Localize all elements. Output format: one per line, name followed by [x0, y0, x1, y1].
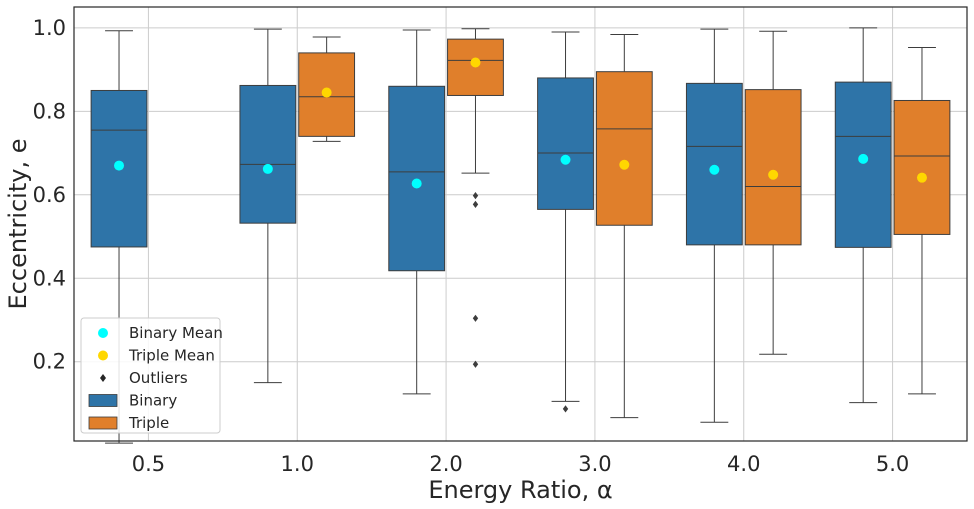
x-tick-label: 5.0 — [876, 452, 909, 476]
binary-mean-point — [709, 164, 720, 175]
x-axis-label: Energy Ratio, α — [428, 476, 612, 504]
legend-label: Triple Mean — [128, 347, 215, 365]
plot-area — [90, 27, 951, 444]
legend-label: Binary — [129, 392, 177, 410]
binary-mean-point — [262, 163, 273, 174]
outlier-point — [472, 314, 479, 322]
x-tick-label: 0.5 — [132, 452, 165, 476]
outlier-point — [472, 192, 479, 200]
triple-box — [744, 89, 802, 246]
binary-box — [834, 81, 892, 248]
triple-mean-point — [321, 87, 332, 98]
legend-label: Binary Mean — [129, 324, 223, 342]
legend-label: Triple — [128, 414, 169, 432]
binary-box — [388, 85, 446, 272]
legend-patch — [88, 416, 118, 430]
binary-mean-point — [114, 160, 125, 171]
outlier-point — [562, 405, 569, 413]
binary-mean-point — [411, 178, 422, 189]
triple-mean-point — [768, 169, 779, 180]
outlier-point — [472, 200, 479, 208]
legend-patch — [88, 394, 118, 407]
x-tick-label: 1.0 — [281, 452, 314, 476]
triple-mean-point — [916, 172, 927, 183]
binary-mean-point — [560, 154, 571, 165]
y-tick-label: 0.6 — [33, 183, 66, 207]
triple-mean-point — [470, 57, 481, 68]
plot-frame — [73, 6, 968, 442]
y-tick-label: 0.4 — [33, 266, 66, 290]
y-tick-label: 0.2 — [33, 350, 66, 374]
binary-box — [239, 84, 297, 224]
binary-box — [685, 82, 743, 246]
y-tick-label: 1.0 — [33, 16, 66, 40]
grid-lines — [74, 7, 967, 441]
binary-box — [537, 77, 594, 210]
legend-marker — [98, 328, 108, 338]
outlier-point — [472, 360, 479, 368]
triple-mean-point — [619, 159, 630, 170]
legend-marker — [100, 374, 106, 382]
legend: Binary Mean Triple Mean Outliers Binary Trip… — [80, 317, 223, 434]
binary-mean-point — [858, 153, 869, 164]
x-tick-label: 4.0 — [727, 452, 760, 476]
legend-marker — [98, 350, 108, 361]
triple-box — [893, 99, 951, 235]
triple-box — [595, 71, 653, 226]
legend-label: Outliers — [129, 369, 188, 387]
y-axis-label: Eccentricity, e — [4, 139, 32, 310]
tick-labels: 0.2 0.4 0.6 0.8 1.0 0.5 1.0 2.0 3.0 4.0 5.0 — [33, 16, 910, 476]
y-tick-label: 0.8 — [33, 99, 66, 123]
x-tick-label: 2.0 — [429, 452, 462, 476]
x-tick-label: 3.0 — [578, 452, 611, 476]
